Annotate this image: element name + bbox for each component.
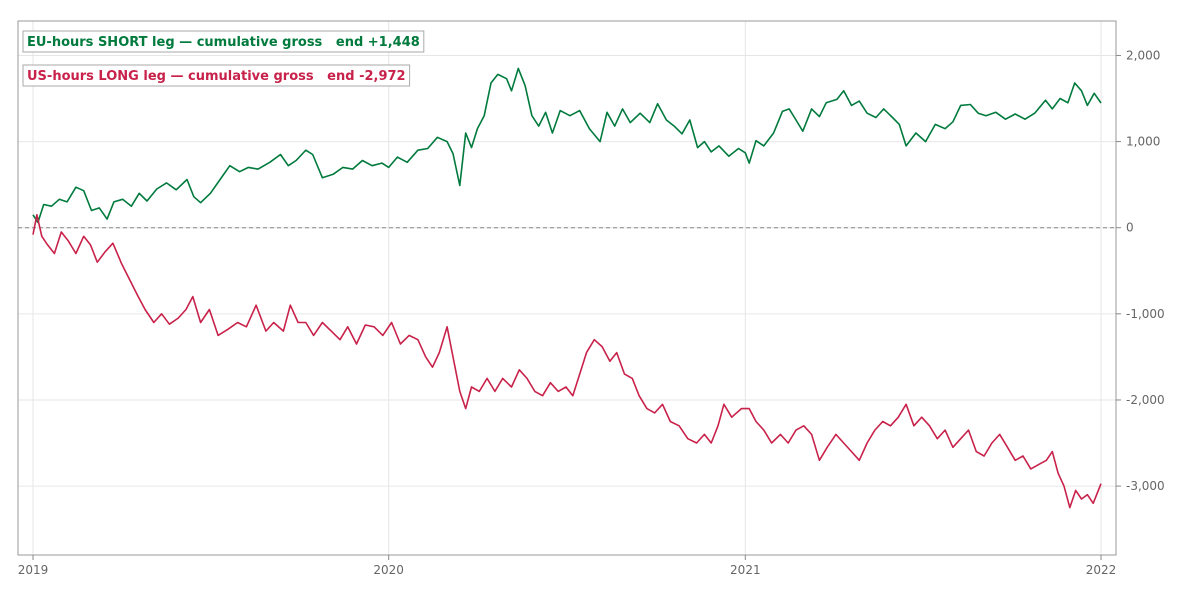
- x-tick-label: 2022: [1086, 563, 1117, 577]
- y-tick-label: 1,000: [1126, 135, 1160, 149]
- plot-frame: [17, 20, 1117, 556]
- y-tick-label: 2,000: [1126, 48, 1160, 62]
- y-tick-label: -2,000: [1126, 393, 1165, 407]
- y-tick-label: 0: [1126, 221, 1134, 235]
- legend-box-1: [22, 64, 411, 87]
- x-tick-label: 2020: [373, 563, 404, 577]
- legend: EU-hours SHORT leg — cumulative gross en…: [22, 30, 425, 87]
- series-line-0: [32, 67, 1102, 224]
- x-tick-label: 2021: [730, 563, 761, 577]
- axis-ticks: 2,000 1,000 0 -1,000 -2,000 -3,000 2019 2020 202…: [18, 48, 1165, 577]
- legend-label-1: US-hours LONG leg — cumulative gross end…: [27, 69, 406, 84]
- grid-lines: [18, 21, 1116, 555]
- y-tick-label: -3,000: [1126, 479, 1165, 493]
- legend-box-0: [22, 30, 425, 53]
- y-tick-label: -1,000: [1126, 307, 1165, 321]
- legend-label-0: EU-hours SHORT leg — cumulative gross en…: [27, 35, 420, 50]
- x-tick-label: 2019: [18, 563, 49, 577]
- series-line-1: [32, 214, 1102, 509]
- series-lines: [32, 67, 1102, 509]
